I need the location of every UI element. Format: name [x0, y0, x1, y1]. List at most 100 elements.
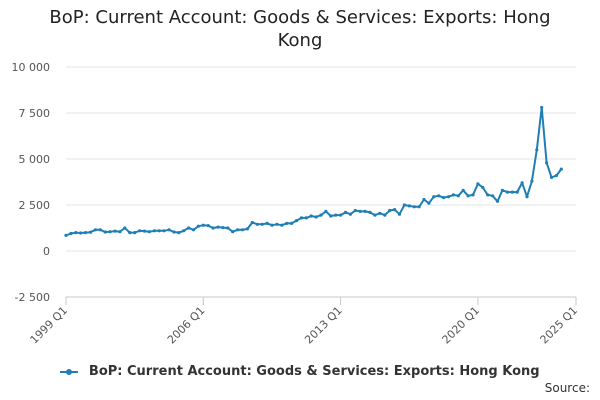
data-point — [442, 196, 446, 200]
data-point — [113, 229, 117, 233]
data-point — [520, 181, 524, 185]
data-point — [294, 219, 299, 223]
data-point — [495, 199, 500, 203]
y-tick-labels: 10 000 7 500 5 000 2 500 0 -2 500 — [12, 61, 51, 304]
data-point — [216, 225, 220, 229]
grid-lines — [66, 66, 576, 298]
data-point — [196, 224, 200, 228]
series-line — [65, 106, 563, 237]
data-point — [191, 228, 196, 232]
data-point — [142, 229, 147, 233]
data-point — [471, 193, 475, 197]
x-tick-label: 2006 Q1 — [165, 304, 208, 347]
legend-swatch — [60, 368, 79, 375]
data-point — [147, 230, 151, 234]
data-point — [515, 190, 519, 194]
data-point — [373, 213, 377, 217]
data-point — [402, 203, 406, 207]
data-point — [535, 148, 539, 152]
y-tick-label: 7 500 — [19, 107, 51, 120]
data-point — [554, 174, 559, 178]
data-point — [211, 226, 215, 230]
x-tick-label: 2025 Q1 — [538, 304, 581, 347]
data-point — [172, 230, 176, 234]
data-point — [343, 210, 348, 214]
data-point — [260, 222, 264, 226]
x-tick-label: 2013 Q1 — [302, 304, 345, 347]
data-point — [461, 188, 465, 192]
x-tick-label: 1999 Q1 — [28, 304, 71, 347]
data-point — [236, 228, 240, 232]
data-point — [451, 193, 455, 197]
data-point — [348, 212, 352, 216]
data-point — [393, 208, 397, 212]
data-point — [84, 231, 88, 235]
legend-label: BoP: Current Account: Goods & Services: … — [88, 364, 540, 379]
data-point — [339, 213, 343, 217]
data-point — [358, 209, 362, 213]
data-point — [500, 188, 504, 192]
data-point — [491, 194, 495, 198]
data-point — [187, 226, 191, 230]
x-axis: 1999 Q1 2006 Q1 2013 Q1 2020 Q1 2025 Q1 — [28, 296, 581, 347]
chart-title: BoP: Current Account: Goods & Services: … — [49, 7, 551, 51]
x-tick-label: 2020 Q1 — [440, 304, 483, 347]
data-point — [549, 175, 554, 179]
data-point — [378, 211, 382, 215]
data-point — [299, 216, 303, 220]
data-point — [290, 221, 294, 225]
data-point — [417, 205, 421, 209]
data-point — [324, 209, 328, 213]
data-point — [446, 195, 451, 199]
y-tick-label: 5 000 — [19, 153, 51, 166]
data-point — [422, 197, 426, 202]
data-point — [505, 190, 509, 194]
legend[interactable]: BoP: Current Account: Goods & Services: … — [0, 364, 600, 379]
data-point — [368, 210, 372, 214]
data-point — [133, 231, 137, 235]
data-point — [559, 167, 563, 171]
data-point — [319, 213, 323, 217]
data-series — [64, 105, 563, 237]
data-point — [280, 223, 284, 227]
data-point — [103, 230, 107, 234]
data-point — [437, 194, 441, 198]
data-point — [74, 231, 78, 235]
data-point — [481, 185, 485, 190]
data-point — [270, 223, 274, 227]
data-point — [314, 215, 318, 219]
data-point — [152, 229, 156, 233]
data-point — [240, 228, 245, 232]
data-point — [69, 231, 73, 236]
data-point — [427, 201, 431, 205]
y-tick-label: 0 — [43, 245, 50, 258]
data-point — [255, 222, 259, 226]
data-point — [285, 221, 289, 225]
data-point — [157, 229, 161, 233]
data-point — [64, 233, 68, 237]
data-point — [334, 213, 338, 217]
data-point — [275, 222, 279, 226]
data-point — [540, 105, 544, 110]
data-point — [510, 190, 514, 194]
data-point — [466, 194, 470, 198]
data-point — [397, 212, 402, 216]
data-point — [177, 231, 181, 235]
data-point — [407, 204, 411, 208]
data-point — [226, 226, 230, 230]
data-point — [123, 226, 127, 230]
data-point — [201, 223, 205, 227]
y-tick-label: 10 000 — [12, 61, 51, 74]
data-point — [98, 228, 102, 232]
data-point — [182, 229, 186, 233]
data-point — [329, 214, 333, 218]
data-point — [525, 195, 529, 199]
data-point — [108, 230, 112, 234]
data-point — [79, 231, 83, 235]
y-tick-label: -2 500 — [15, 291, 50, 304]
data-point — [138, 229, 142, 233]
data-point — [250, 220, 254, 225]
data-point — [486, 193, 490, 197]
data-point — [304, 216, 308, 220]
